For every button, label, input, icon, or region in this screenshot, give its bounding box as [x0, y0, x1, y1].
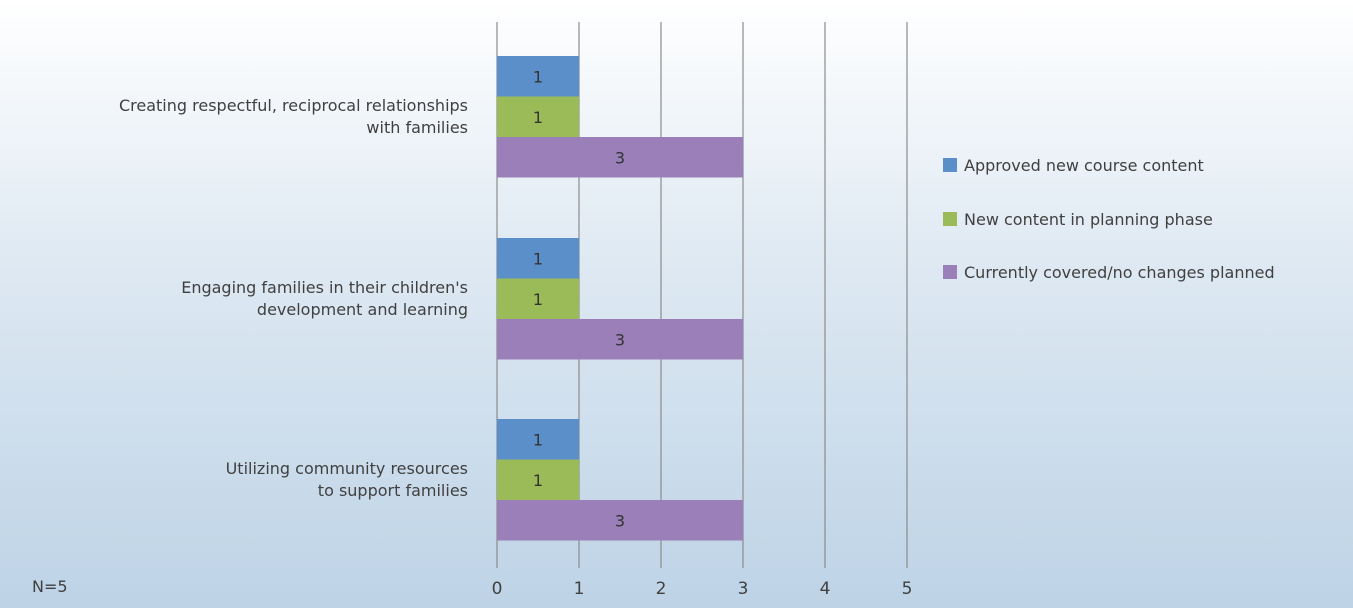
bar: [497, 419, 579, 460]
category-label: Utilizing community resources: [226, 459, 468, 478]
category-label: to support families: [318, 481, 468, 500]
data-label: 3: [615, 511, 625, 530]
x-tick-label: 3: [738, 579, 749, 599]
bar: [497, 459, 579, 500]
category-label: with families: [366, 118, 468, 137]
data-label: 1: [533, 471, 543, 490]
x-tick-label: 1: [574, 579, 585, 599]
bar: [497, 56, 579, 97]
data-label: 1: [533, 249, 543, 268]
bars: [497, 56, 743, 541]
bar: [497, 500, 743, 541]
x-tick-label: 4: [820, 579, 831, 599]
category-label: Engaging families in their children's: [181, 278, 468, 297]
bar: [497, 137, 743, 178]
data-label: 1: [533, 67, 543, 86]
category-label: Creating respectful, reciprocal relation…: [119, 96, 468, 115]
legend: Approved new course content New content i…: [943, 156, 1275, 282]
x-tick-label: 5: [902, 579, 913, 599]
category-labels: Creating respectful, reciprocal relation…: [119, 96, 468, 500]
data-label: 1: [533, 108, 543, 127]
legend-label: New content in planning phase: [964, 210, 1213, 229]
bar: [497, 319, 743, 360]
x-tick-label: 0: [492, 579, 503, 599]
sample-size-note: N=5: [32, 577, 68, 596]
bar: [497, 238, 579, 279]
legend-swatch: [943, 265, 957, 279]
data-label: 3: [615, 148, 625, 167]
legend-swatch: [943, 212, 957, 226]
legend-label: Currently covered/no changes planned: [964, 263, 1275, 282]
x-tick-label: 2: [656, 579, 667, 599]
data-label: 1: [533, 290, 543, 309]
data-label: 3: [615, 330, 625, 349]
category-label: development and learning: [257, 300, 468, 319]
x-axis-ticks: 0 1 2 3 4 5: [492, 579, 913, 599]
bar: [497, 278, 579, 319]
legend-label: Approved new course content: [964, 156, 1204, 175]
data-label: 1: [533, 430, 543, 449]
bar: [497, 96, 579, 137]
legend-swatch: [943, 158, 957, 172]
data-labels: 1 1 3 1 1 3 1 1 3: [533, 67, 625, 530]
